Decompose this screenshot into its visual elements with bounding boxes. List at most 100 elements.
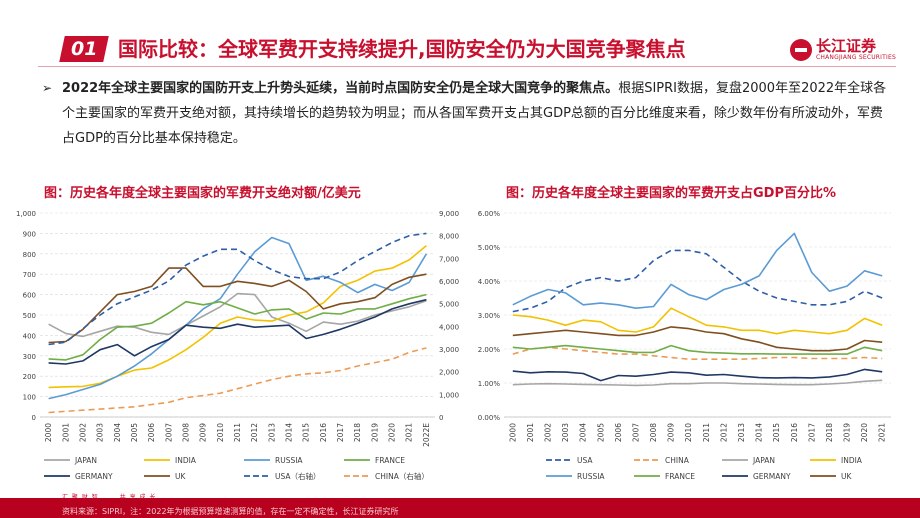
right-chart-y-tick: 4.00% bbox=[478, 278, 501, 286]
summary-bold: 2022年全球主要国家的国防开支上升势头延续，当前时点国防安全仍是全球大国竞争的… bbox=[62, 81, 619, 96]
left-chart-y-tick: 600 bbox=[23, 292, 36, 300]
right-chart-series-uk bbox=[512, 326, 883, 352]
left-chart-x-tick: 2001 bbox=[61, 423, 70, 442]
left-chart-x-tick: 2014 bbox=[285, 423, 294, 442]
right-chart-x-tick: 2004 bbox=[579, 423, 588, 442]
right-chart-title: 图：历史各年度全球主要国家的军费开支占GDP百分比% bbox=[506, 186, 837, 201]
left-chart-y-tick: 1,000 bbox=[16, 210, 36, 218]
left-chart-y2-tick: 0 bbox=[439, 414, 443, 422]
right-chart-series-russia bbox=[512, 232, 883, 309]
footer-bar bbox=[0, 498, 920, 518]
left-chart-x-tick: 2002 bbox=[78, 423, 87, 442]
right-chart-y-tick: 0.00% bbox=[478, 414, 501, 422]
left-chart-legend-label: UK bbox=[175, 472, 186, 481]
right-chart-x-tick: 2019 bbox=[843, 423, 852, 442]
left-chart-x-tick: 2006 bbox=[147, 423, 156, 442]
left-chart-y-tick: 700 bbox=[23, 271, 36, 279]
left-chart-y2-tick: 5,000 bbox=[439, 301, 459, 309]
left-chart-y2-tick: 8,000 bbox=[439, 233, 459, 241]
left-chart-y-tick: 500 bbox=[23, 312, 36, 320]
footer-slogan: 汇 聚 财 智 共 享 成 长 bbox=[62, 492, 156, 501]
summary-bullet: ➢ 2022年全球主要国家的国防开支上升势头延续，当前时点国防安全仍是全球大国竞… bbox=[42, 76, 892, 151]
company-logo: 长江证券 CHANGJIANG SECURITIES bbox=[790, 36, 896, 64]
left-chart-y2-tick: 3,000 bbox=[439, 346, 459, 354]
right-chart-series-germany bbox=[512, 368, 883, 382]
right-chart-x-tick: 2003 bbox=[561, 423, 570, 442]
left-chart-x-tick: 2010 bbox=[216, 423, 225, 442]
right-chart-x-tick: 2012 bbox=[719, 423, 728, 442]
right-chart-legend-label: RUSSIA bbox=[577, 472, 605, 481]
right-chart-x-tick: 2013 bbox=[737, 423, 746, 442]
right-chart-x-tick: 2021 bbox=[878, 423, 887, 442]
left-chart-y-tick: 200 bbox=[23, 373, 36, 381]
left-chart-legend-label: USA（右轴） bbox=[275, 471, 321, 481]
left-chart-x-tick: 2018 bbox=[353, 423, 362, 442]
left-chart-y-tick: 0 bbox=[32, 414, 36, 422]
bullet-arrow-icon: ➢ bbox=[42, 81, 53, 95]
left-chart-y-tick: 300 bbox=[23, 353, 36, 361]
left-chart-x-tick: 2005 bbox=[130, 423, 139, 442]
left-chart-series-usa bbox=[48, 232, 427, 346]
right-chart-x-tick: 2008 bbox=[649, 423, 658, 442]
left-chart-y2-tick: 6,000 bbox=[439, 278, 459, 286]
right-chart-y-tick: 2.00% bbox=[478, 346, 501, 354]
left-chart-y-tick: 900 bbox=[23, 230, 36, 238]
right-chart-series-france bbox=[512, 344, 883, 355]
right-chart-x-tick: 2018 bbox=[825, 423, 834, 442]
right-chart-x-tick: 2011 bbox=[702, 423, 711, 442]
left-chart-series-china bbox=[48, 347, 427, 414]
header-divider bbox=[38, 66, 896, 67]
footer-source: 资料来源：SIPRI，注：2022年为根据预算增速测算的值，存在一定不确定性，长… bbox=[62, 507, 399, 516]
left-chart-legend-label: JAPAN bbox=[74, 456, 97, 465]
left-chart-legend-label: CHINA（右轴） bbox=[375, 471, 429, 481]
section-badge: 01 bbox=[59, 36, 109, 62]
left-chart-y2-tick: 9,000 bbox=[439, 210, 459, 218]
right-chart-legend-label: FRANCE bbox=[665, 472, 695, 481]
right-chart-series-japan bbox=[512, 379, 883, 387]
left-chart-legend-label: RUSSIA bbox=[275, 456, 303, 465]
left-chart-series-uk bbox=[48, 267, 427, 344]
left-chart-x-tick: 2012 bbox=[250, 423, 259, 442]
left-chart-x-tick: 2013 bbox=[267, 423, 276, 442]
left-chart-legend-label: GERMANY bbox=[75, 472, 113, 481]
left-chart-x-tick: 2017 bbox=[336, 423, 345, 442]
left-chart-x-tick: 2015 bbox=[302, 423, 311, 442]
right-chart-x-tick: 2009 bbox=[667, 423, 676, 442]
right-chart-series-china bbox=[512, 346, 883, 360]
left-chart-series-france bbox=[48, 293, 427, 361]
right-chart-legend-label: CHINA bbox=[665, 456, 690, 465]
right-chart-x-tick: 2014 bbox=[755, 423, 764, 442]
left-chart-x-tick: 2009 bbox=[199, 423, 208, 442]
left-chart-y2-tick: 2,000 bbox=[439, 369, 459, 377]
right-chart-x-tick: 2010 bbox=[684, 423, 693, 442]
left-chart-x-tick: 2008 bbox=[181, 423, 190, 442]
right-chart-legend-label: INDIA bbox=[841, 456, 863, 465]
right-chart-series-india bbox=[512, 307, 883, 335]
left-chart-legend-label: INDIA bbox=[175, 456, 197, 465]
left-chart-series-russia bbox=[48, 236, 428, 400]
right-chart-legend-label: GERMANY bbox=[753, 472, 791, 481]
right-chart-series-usa bbox=[512, 249, 883, 313]
right-chart-y-tick: 3.00% bbox=[478, 312, 501, 320]
header: 01 国际比较：全球军费开支持续提升,国防安全仍为大国竞争聚焦点 长江证券 CH… bbox=[38, 34, 896, 66]
left-chart-x-tick: 2003 bbox=[96, 423, 105, 442]
right-chart-x-tick: 2002 bbox=[543, 423, 552, 442]
right-chart-x-tick: 2001 bbox=[526, 423, 535, 442]
right-chart-legend-label: UK bbox=[841, 472, 852, 481]
left-chart-x-tick: 2007 bbox=[164, 423, 173, 442]
left-chart-y-tick: 400 bbox=[23, 332, 36, 340]
left-chart-x-tick: 2020 bbox=[388, 423, 397, 442]
right-chart-y-tick: 1.00% bbox=[478, 380, 501, 388]
left-chart-x-tick: 2019 bbox=[370, 423, 379, 442]
right-chart-x-tick: 2006 bbox=[614, 423, 623, 442]
right-chart-legend-label: USA bbox=[577, 456, 593, 465]
left-chart-x-tick: 2004 bbox=[113, 423, 122, 442]
logo-name: 长江证券 bbox=[816, 37, 877, 55]
page-title: 国际比较：全球军费开支持续提升,国防安全仍为大国竞争聚焦点 bbox=[118, 37, 686, 61]
right-chart-x-tick: 2020 bbox=[860, 423, 869, 442]
left-chart-title: 图：历史各年度全球主要国家的军费开支绝对额/亿美元 bbox=[44, 186, 361, 201]
right-chart-x-tick: 2015 bbox=[772, 423, 781, 442]
left-chart-series-japan bbox=[48, 292, 427, 338]
left-chart-y2-tick: 1,000 bbox=[439, 391, 459, 399]
right-chart-legend-label: JAPAN bbox=[752, 456, 775, 465]
